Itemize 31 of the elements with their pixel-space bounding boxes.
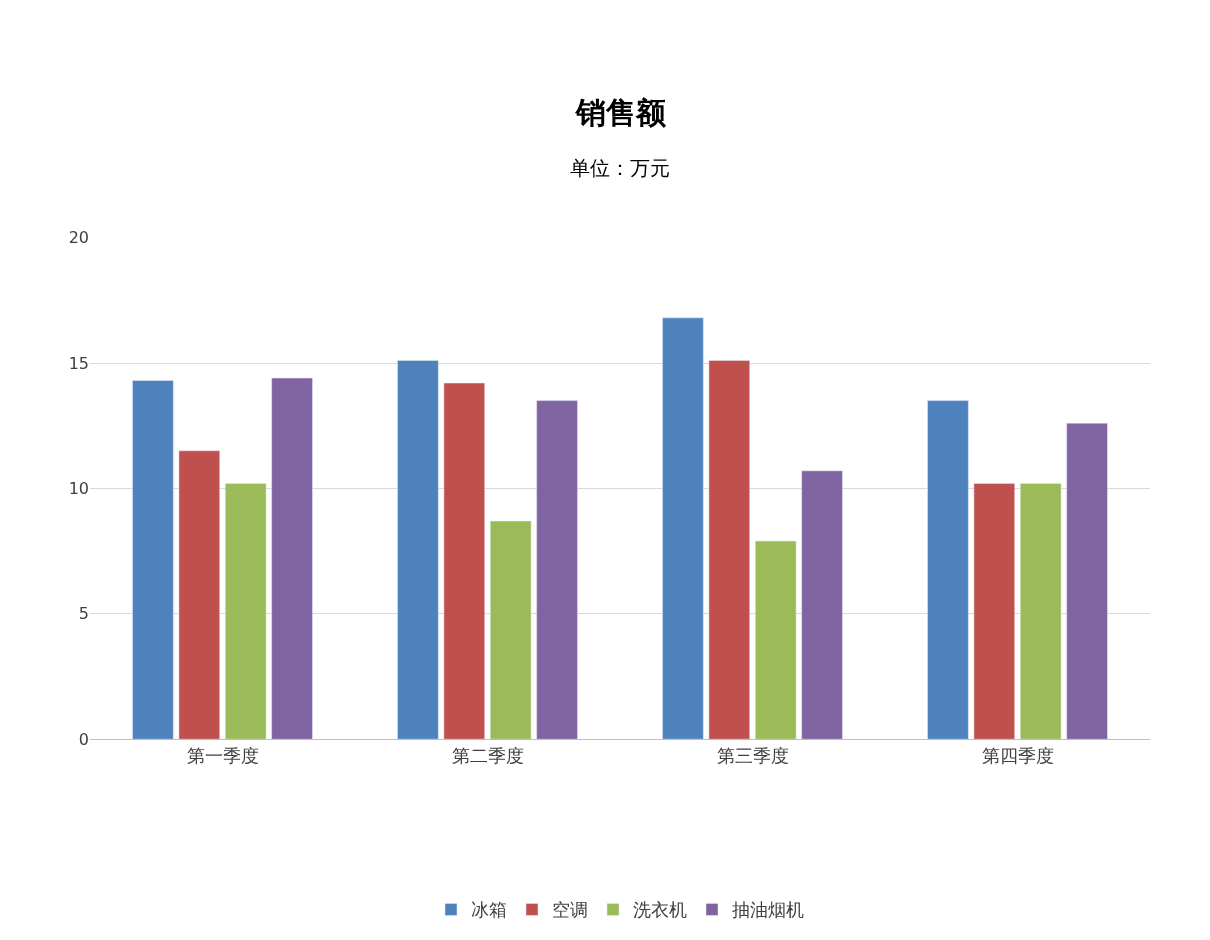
- bar: [271, 377, 313, 740]
- bar: [1066, 422, 1108, 740]
- bar: [662, 317, 704, 740]
- y-tick-label: 5: [78, 604, 89, 624]
- legend-label: 冰箱: [471, 899, 507, 921]
- y-tick-label: 15: [68, 353, 89, 373]
- bar: [443, 382, 485, 740]
- bar: [755, 540, 797, 740]
- bar: [490, 520, 532, 740]
- bar: [927, 400, 969, 740]
- x-tick-label: 第四季度: [981, 744, 1054, 766]
- bar: [225, 483, 267, 740]
- y-tick-label: 20: [68, 228, 89, 248]
- bar: [801, 470, 843, 740]
- bar: [132, 380, 174, 740]
- y-tick-label: 10: [68, 479, 89, 498]
- bar: [973, 483, 1015, 740]
- y-tick-label: 0: [78, 729, 89, 749]
- legend-label: 空调: [552, 899, 588, 921]
- legend-label: 洗衣机: [633, 899, 687, 921]
- bar: [536, 400, 578, 740]
- bar: [708, 360, 750, 740]
- x-tick-label: 第二季度: [451, 744, 524, 766]
- legend-label: 抽油烟机: [732, 899, 804, 921]
- x-tick-label: 第三季度: [716, 744, 789, 766]
- bar: [1020, 483, 1062, 740]
- bar: [178, 450, 220, 740]
- x-tick-label: 第一季度: [186, 744, 259, 766]
- chart-title: 销售额: [574, 95, 666, 130]
- bar: [397, 360, 439, 740]
- chart-subtitle: 单位：万元: [570, 156, 670, 180]
